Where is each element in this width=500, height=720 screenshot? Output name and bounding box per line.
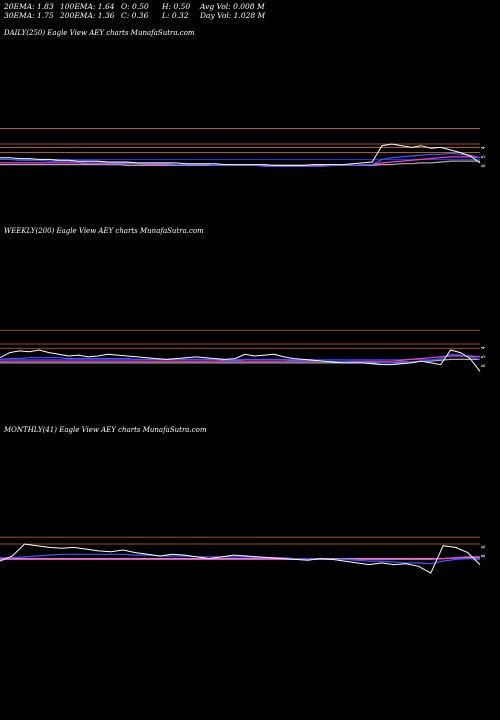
weekly-tick-label-2: 6 — [481, 364, 487, 367]
weekly-tick-label-0: 4 — [481, 346, 487, 349]
avg-vol-value: Avg Vol: 0.008 M — [200, 2, 265, 11]
weekly-ema-long-line — [0, 358, 480, 364]
day-vol-value: Day Vol: 1.028 M — [200, 11, 266, 20]
low-value: L: 0.32 — [162, 11, 189, 20]
daily-tick-label-2: 6 — [481, 164, 487, 167]
monthly-tick-label-1: 8 — [481, 554, 487, 557]
daily-tick-label-1: 5 — [481, 155, 487, 158]
daily-price-line — [0, 143, 481, 166]
monthly-ema-short-line — [0, 553, 481, 565]
daily-panel-title: DAILY(250) Eagle View AEY charts MunafaS… — [4, 29, 195, 37]
monthly-panel-title: MONTHLY(41) Eagle View AEY charts Munafa… — [4, 426, 207, 434]
weekly-ema-mid-line — [0, 355, 481, 362]
open-value: O: 0.50 — [121, 2, 149, 11]
stats-ema-long: 100EMA: 1.64 200EMA: 1.36 — [60, 2, 115, 20]
weekly-ema-short-line — [0, 353, 481, 364]
monthly-price-line — [0, 543, 481, 574]
high-value: H: 0.50 — [162, 2, 191, 11]
stats-vol: Avg Vol: 0.008 M Day Vol: 1.028 M — [200, 2, 265, 20]
stats-ema: 20EMA: 1.83 30EMA: 1.75 — [4, 2, 54, 20]
weekly-tick-label-1: 5 — [481, 355, 487, 358]
stats-hl: H: 0.50 L: 0.32 — [162, 2, 190, 20]
close-value: C: 0.36 — [121, 11, 149, 20]
monthly-ema-long-line — [0, 557, 480, 560]
weekly-price-line — [0, 349, 481, 372]
ema30-value: 30EMA: 1.75 — [4, 11, 54, 20]
ema200-value: 200EMA: 1.36 — [60, 11, 115, 20]
monthly-ema-mid-line — [0, 556, 480, 561]
weekly-panel-title: WEEKLY(200) Eagle View AEY charts Munafa… — [4, 227, 204, 235]
monthly-tick-label-0: 6 — [481, 545, 487, 548]
ema100-value: 100EMA: 1.64 — [60, 2, 115, 11]
daily-ema-short-line — [0, 152, 481, 167]
stats-oc: O: 0.50 C: 0.36 — [121, 2, 149, 20]
ema20-value: 20EMA: 1.83 — [4, 2, 54, 11]
daily-tick-label-0: 4 — [481, 146, 487, 149]
